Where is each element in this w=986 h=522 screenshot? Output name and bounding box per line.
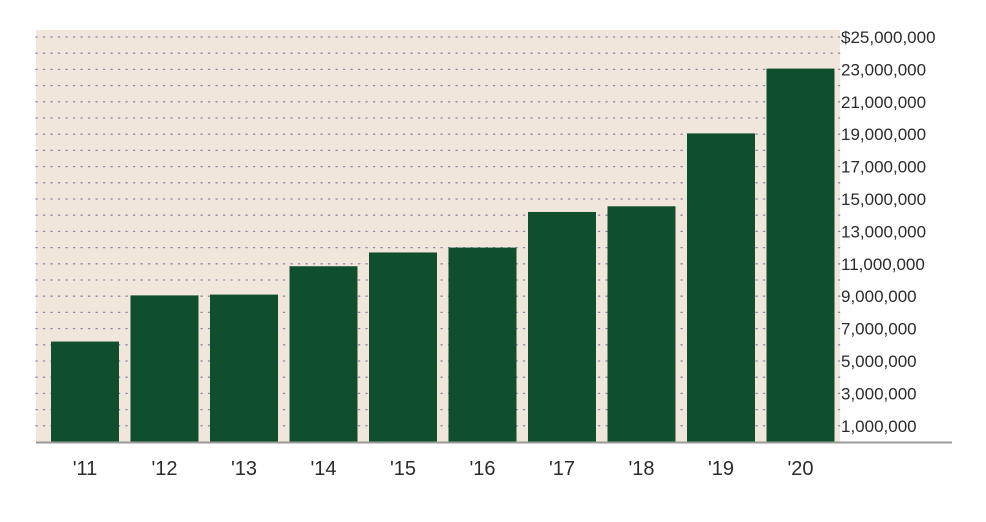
x-axis-tick-labels: '11 '12 '13 '14 '15 '16 '17 '18 '19 '20: [73, 458, 814, 480]
bar: [528, 211, 596, 442]
y-tick-label: 3,000,000: [841, 384, 917, 403]
x-tick-label: '20: [787, 458, 813, 480]
y-tick-label: 11,000,000: [841, 255, 925, 274]
x-tick-label: '17: [549, 458, 575, 480]
x-tick-label: '13: [231, 458, 257, 480]
x-tick-label: '18: [628, 458, 654, 480]
y-tick-label: 23,000,000: [841, 60, 926, 79]
bar: [369, 252, 437, 442]
y-tick-label: 21,000,000: [841, 93, 926, 112]
bar: [687, 133, 755, 442]
x-tick-label: '11: [73, 458, 98, 480]
y-tick-label: 5,000,000: [841, 352, 917, 371]
y-tick-label: 1,000,000: [841, 417, 917, 436]
bar: [448, 247, 517, 442]
y-tick-label: 9,000,000: [841, 287, 917, 306]
y-tick-label: 13,000,000: [841, 222, 926, 241]
y-tick-label: $25,000,000: [841, 28, 936, 47]
bar: [766, 68, 835, 442]
x-tick-label: '16: [469, 458, 495, 480]
x-tick-label: '19: [708, 458, 734, 480]
bar: [210, 294, 278, 442]
bar: [51, 341, 119, 442]
y-tick-label: 15,000,000: [841, 190, 926, 209]
y-tick-label: 19,000,000: [841, 125, 926, 144]
bar: [607, 206, 676, 442]
y-tick-label: 17,000,000: [841, 158, 926, 177]
bar: [130, 295, 199, 442]
x-tick-label: '12: [151, 458, 177, 480]
bars: [51, 68, 835, 442]
x-tick-label: '15: [390, 458, 416, 480]
y-axis-tick-labels: 1,000,000 3,000,000 5,000,000 7,000,000 9,00…: [841, 28, 936, 436]
x-tick-label: '14: [310, 458, 336, 480]
bar: [289, 266, 358, 442]
y-tick-label: 7,000,000: [841, 320, 917, 339]
